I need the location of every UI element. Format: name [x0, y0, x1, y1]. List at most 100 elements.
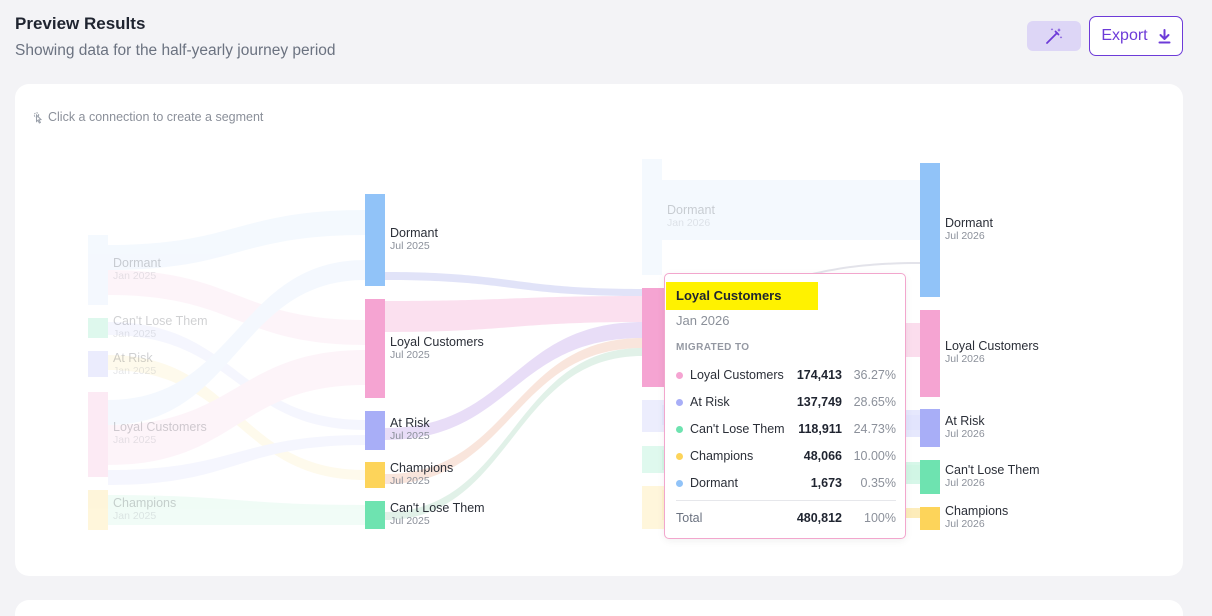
node-date: Jul 2025	[390, 475, 430, 487]
export-button[interactable]: Export	[1089, 16, 1183, 56]
node-date: Jan 2025	[113, 270, 157, 282]
node-champions-jan-2026[interactable]	[642, 486, 664, 529]
node-name: Loyal Customers	[113, 420, 207, 434]
node-label-loyal-jul-2026: Loyal Customers Jul 2026	[945, 339, 1039, 365]
node-name: Champions	[113, 496, 177, 510]
sankey-flow[interactable]	[108, 260, 365, 425]
node-dormant-jan-2025[interactable]	[88, 235, 108, 305]
node-loyal-jan-2026[interactable]	[642, 288, 664, 387]
node-at-risk-jul-2026[interactable]	[920, 409, 940, 447]
tooltip-row-pct: 0.35%	[860, 476, 896, 490]
node-champions-jan-2025[interactable]	[88, 490, 108, 530]
node-label-cant-lose-jul-2025: Can't Lose Them Jul 2025	[390, 501, 485, 527]
node-cant-lose-jan-2025[interactable]	[88, 318, 108, 338]
node-label-champions-jul-2025: Champions Jul 2025	[390, 461, 453, 487]
tooltip-row-value: 137,749	[796, 395, 842, 409]
sankey-flow[interactable]	[108, 355, 365, 480]
tooltip-total-row: Total 480,812 100%	[676, 510, 896, 528]
node-name: At Risk	[390, 416, 430, 430]
node-name: Champions	[945, 504, 1009, 518]
tooltip-row: Can't Lose Them 118,911 24.73%	[676, 421, 896, 439]
sankey-flow[interactable]	[108, 270, 365, 345]
node-date: Jul 2026	[945, 230, 985, 242]
node-dormant-jul-2026[interactable]	[920, 163, 940, 297]
node-at-risk-jul-2025[interactable]	[365, 411, 385, 450]
tooltip-row-value: 48,066	[803, 449, 842, 463]
node-cant-lose-jan-2026[interactable]	[642, 446, 664, 473]
magic-wand-icon	[1046, 28, 1063, 44]
segment-hint: Click a connection to create a segment	[32, 110, 263, 124]
sankey-flow-cantlose-to-loyal[interactable]	[385, 348, 642, 520]
magic-wand-button[interactable]	[1027, 21, 1081, 51]
node-label-loyal-jul-2025: Loyal Customers Jul 2025	[390, 335, 484, 361]
node-name: Loyal Customers	[945, 339, 1039, 353]
node-label-dormant-jul-2026: Dormant Jul 2026	[945, 216, 993, 242]
legend-dot-icon	[676, 453, 683, 460]
node-date: Jan 2025	[113, 328, 157, 340]
node-label-cant-lose-jan-2025: Can't Lose Them Jan 2025	[113, 314, 208, 340]
sankey-flow[interactable]	[662, 180, 920, 240]
sankey-flow[interactable]	[108, 435, 365, 485]
sankey-flow[interactable]	[108, 495, 365, 525]
legend-dot-icon	[676, 372, 683, 379]
node-label-at-risk-jul-2026: At Risk Jul 2026	[945, 414, 985, 440]
tooltip-total-value: 480,812	[796, 511, 842, 525]
export-label: Export	[1101, 27, 1148, 44]
node-label-loyal-jan-2025: Loyal Customers Jan 2025	[113, 420, 207, 446]
tooltip-row: Champions 48,066 10.00%	[676, 448, 896, 466]
node-loyal-jan-2025[interactable]	[88, 392, 108, 477]
node-name: At Risk	[113, 351, 153, 365]
node-at-risk-jan-2026[interactable]	[642, 400, 664, 432]
node-name: Loyal Customers	[390, 335, 484, 349]
node-label-dormant-jan-2025: Dormant Jan 2025	[113, 256, 161, 282]
node-cant-lose-jul-2026[interactable]	[920, 460, 940, 494]
secondary-card	[15, 600, 1183, 616]
sankey-flow-atrisk-to-loyal[interactable]	[385, 322, 642, 440]
node-date: Jul 2026	[945, 353, 985, 365]
tooltip-divider	[676, 500, 896, 501]
tooltip-date: Jan 2026	[676, 313, 730, 328]
sankey-flow[interactable]	[108, 350, 365, 465]
node-dormant-jul-2025[interactable]	[365, 194, 385, 286]
tooltip-row-value: 118,911	[798, 422, 842, 436]
tooltip-row: Dormant 1,673 0.35%	[676, 475, 896, 493]
page-subtitle: Showing data for the half-yearly journey…	[15, 42, 336, 59]
sankey-flow-loyal-to-loyal[interactable]	[385, 296, 642, 332]
tooltip-row-pct: 24.73%	[853, 422, 896, 436]
node-name: Can't Lose Them	[113, 314, 208, 328]
tooltip-row-name: At Risk	[690, 395, 730, 409]
node-cant-lose-jul-2025[interactable]	[365, 501, 385, 529]
node-name: Can't Lose Them	[945, 463, 1040, 477]
legend-dot-icon	[676, 480, 683, 487]
sankey-flow[interactable]	[108, 322, 365, 430]
node-at-risk-jan-2025[interactable]	[88, 351, 108, 377]
tooltip-row-pct: 28.65%	[853, 395, 896, 409]
node-champions-jul-2026[interactable]	[920, 507, 940, 530]
node-loyal-jul-2026[interactable]	[920, 310, 940, 397]
node-loyal-jul-2025[interactable]	[365, 299, 385, 398]
tooltip-row: At Risk 137,749 28.65%	[676, 394, 896, 412]
legend-dot-icon	[676, 399, 683, 406]
node-dormant-jan-2026[interactable]	[642, 159, 662, 275]
node-name: Can't Lose Them	[390, 501, 485, 515]
node-date: Jan 2025	[113, 510, 157, 522]
tooltip-row-name: Champions	[690, 449, 754, 463]
tooltip-row: Loyal Customers 174,413 36.27%	[676, 367, 896, 385]
node-label-dormant-jul-2025: Dormant Jul 2025	[390, 226, 438, 252]
download-icon	[1158, 28, 1171, 43]
node-name: At Risk	[945, 414, 985, 428]
node-name: Dormant	[945, 216, 993, 230]
tooltip-row-name: Loyal Customers	[690, 368, 784, 382]
node-date: Jan 2025	[113, 365, 157, 377]
node-label-champions-jul-2026: Champions Jul 2026	[945, 504, 1008, 530]
migration-tooltip: Loyal Customers Jan 2026 MIGRATED TO Loy…	[664, 273, 906, 539]
node-date: Jul 2026	[945, 428, 985, 440]
tooltip-row-name: Can't Lose Them	[690, 422, 785, 436]
sankey-flow[interactable]	[108, 210, 365, 270]
node-champions-jul-2025[interactable]	[365, 462, 385, 488]
node-name: Dormant	[113, 256, 161, 270]
sankey-flow-dormant-to-loyal[interactable]	[385, 272, 642, 296]
sankey-flow-champions-to-loyal[interactable]	[385, 338, 642, 484]
legend-dot-icon	[676, 426, 683, 433]
